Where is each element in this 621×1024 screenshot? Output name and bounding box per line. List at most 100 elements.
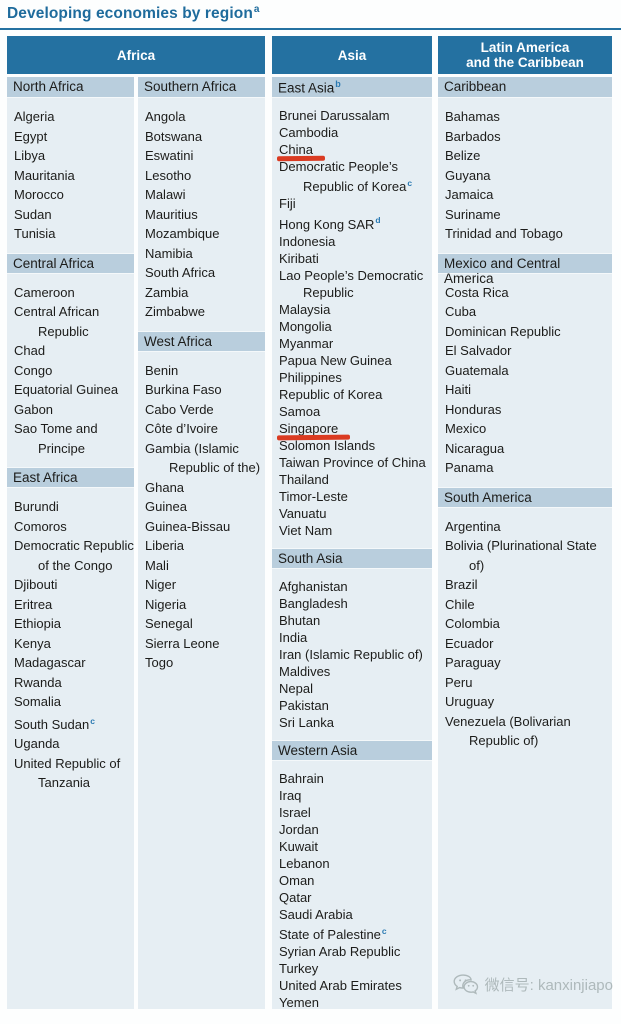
country-name: Myanmar	[279, 335, 334, 351]
country-list: Burundi Comoros Democratic Republic of the…	[7, 497, 134, 793]
country-name: Mauritius	[145, 206, 198, 222]
country-item: Mozambique	[138, 224, 265, 244]
subregion-label: East Africa	[13, 470, 78, 486]
country-item: Myanmar	[272, 335, 432, 352]
country-item: Mauritania	[7, 166, 134, 186]
country-item: Peru	[438, 673, 612, 693]
country-item: Vanuatu	[272, 505, 432, 522]
country-item: Cambodia	[272, 124, 432, 141]
country-name: Belize	[445, 148, 481, 164]
country-item: Bolivia (Plurinational State of)	[438, 536, 612, 575]
country-name: Gambia (Islamic Republic of the)	[145, 440, 261, 476]
country-name: Burundi	[14, 499, 59, 515]
country-item: Eritrea	[7, 595, 134, 615]
country-name: Kiribati	[279, 250, 319, 266]
country-name: Bolivia (Plurinational State of)	[445, 538, 597, 573]
country-item: Republic of Korea	[272, 386, 432, 403]
country-item: Lebanon	[272, 855, 432, 872]
country-name: Sudan	[14, 206, 52, 222]
country-item: Iran (Islamic Republic of)	[272, 646, 432, 663]
country-name: Guinea	[145, 499, 187, 515]
footnote-marker: c	[90, 715, 95, 726]
country-name: Libya	[14, 148, 46, 164]
country-name: Togo	[145, 655, 174, 671]
country-item: Iraq	[272, 787, 432, 804]
country-name: Costa Rica	[445, 284, 509, 300]
country-item: Rwanda	[7, 673, 134, 693]
country-item: Saudi Arabia	[272, 906, 432, 923]
footnote-marker: c	[381, 925, 387, 936]
subregion-label: Mexico and Central America	[444, 255, 561, 286]
country-item: Haiti	[438, 380, 612, 400]
country-item: Sao Tome and Principe	[7, 419, 134, 458]
country-item: Venezuela (Bolivarian Republic of)	[438, 712, 612, 751]
region-header-africa: Africa	[7, 36, 265, 75]
country-item: Belize	[438, 146, 612, 166]
country-name: Solomon Islands	[279, 437, 376, 453]
country-item: Angola	[138, 107, 265, 127]
country-name: Guyana	[445, 167, 491, 183]
country-item: Jordan	[272, 821, 432, 838]
country-item: India	[272, 629, 432, 646]
country-name: Honduras	[445, 401, 502, 417]
country-item: Madagascar	[7, 653, 134, 673]
country-item: El Salvador	[438, 341, 612, 361]
subregion-header: North Africa	[7, 77, 134, 99]
country-name: Panama	[445, 460, 494, 476]
country-item: Ecuador	[438, 634, 612, 654]
country-name: Colombia	[445, 616, 500, 632]
country-name: Morocco	[14, 187, 64, 203]
subregion-header: West Africa	[138, 330, 265, 352]
country-name: Hong Kong SAR	[279, 216, 375, 232]
watermark: 微信号: kanxinjiapo	[453, 973, 613, 996]
country-item: Guyana	[438, 166, 612, 186]
country-item: Brunei Darussalam	[272, 107, 432, 124]
country-name: Botswana	[145, 128, 203, 144]
subregion-header: Caribbean	[438, 77, 612, 99]
country-item: South Sudanc	[7, 712, 134, 735]
country-item: Syrian Arab Republic	[272, 943, 432, 960]
country-item: Maldives	[272, 663, 432, 680]
country-item: Uganda	[7, 734, 134, 754]
country-name: Haiti	[445, 382, 472, 398]
country-name: Burkina Faso	[145, 382, 222, 398]
country-name: Madagascar	[14, 655, 86, 671]
country-name: Gabon	[14, 401, 54, 417]
country-item: Israel	[272, 804, 432, 821]
country-name: Cambodia	[279, 125, 339, 141]
panel-africa-left: North Africa Algeria Egypt Libya Mauritania M…	[7, 77, 134, 1010]
subregion-header: Western Asia	[272, 739, 432, 761]
country-name: Nigeria	[145, 596, 187, 612]
subregion-label: South America	[444, 489, 532, 505]
country-item: South Africa	[138, 263, 265, 283]
country-name: Lebanon	[279, 855, 330, 871]
country-name: Viet Nam	[279, 522, 333, 538]
country-item: Djibouti	[7, 575, 134, 595]
country-item: Cuba	[438, 302, 612, 322]
country-item: Papua New Guinea	[272, 352, 432, 369]
country-list: Angola Botswana Eswatini Lesotho Malawi Mauri…	[138, 107, 265, 322]
country-item: Libya	[7, 146, 134, 166]
country-item: Lesotho	[138, 166, 265, 186]
country-name: Timor-Leste	[279, 488, 348, 504]
wechat-icon	[453, 974, 478, 995]
country-item: Chile	[438, 595, 612, 615]
country-name: Cabo Verde	[145, 401, 214, 417]
region-header-asia: Asia	[272, 36, 432, 75]
country-item: Mali	[138, 556, 265, 576]
country-item: Sierra Leone	[138, 634, 265, 654]
country-item: Namibia	[138, 244, 265, 264]
country-name: Comoros	[14, 518, 67, 534]
country-item: Congo	[7, 361, 134, 381]
country-name: Ethiopia	[14, 616, 61, 632]
country-name: Guatemala	[445, 362, 509, 378]
country-name: Indonesia	[279, 233, 336, 249]
country-name: Sierra Leone	[145, 635, 220, 651]
country-name: Brunei Darussalam	[279, 108, 390, 124]
country-list: Afghanistan Bangladesh Bhutan India Iran (Is…	[272, 578, 432, 731]
subregion-label: Southern Africa	[144, 79, 237, 95]
country-name: Mozambique	[145, 226, 220, 242]
panel-africa-right: Southern Africa Angola Botswana Eswatini Les…	[138, 77, 265, 1010]
country-name: Ghana	[145, 479, 185, 495]
country-name: Lesotho	[145, 167, 192, 183]
